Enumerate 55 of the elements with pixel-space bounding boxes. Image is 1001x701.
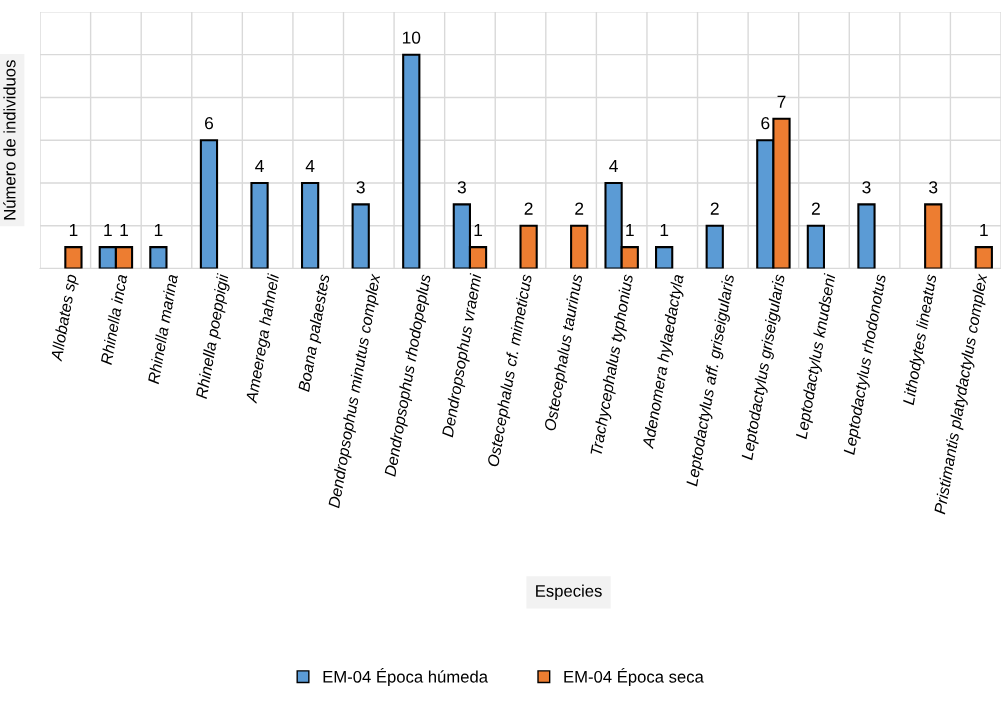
bar <box>924 203 943 269</box>
y-axis-title: Número de individuos <box>3 60 16 220</box>
x-tick-label: Leptodactylus rhodonotus <box>842 273 890 456</box>
data-label: 4 <box>305 159 315 172</box>
bar <box>300 181 320 269</box>
data-label: 2 <box>811 202 820 215</box>
x-tick-label: Ostecephalus taurinus <box>543 273 586 432</box>
data-label: 1 <box>474 224 483 237</box>
x-tick-label: Ostecephalus cf. mimeticus <box>486 273 536 468</box>
data-label: 1 <box>660 224 669 237</box>
data-label: 1 <box>120 224 128 237</box>
bar <box>857 203 876 269</box>
data-label: 1 <box>69 224 78 237</box>
bar <box>974 246 993 269</box>
data-label: 10 <box>402 31 421 44</box>
x-tick-label: Rhinella inca <box>100 273 128 365</box>
x-tick-label: Rhinella marina <box>147 273 178 385</box>
data-label: 2 <box>524 202 533 215</box>
data-label: 3 <box>457 181 466 194</box>
bar <box>519 224 538 269</box>
x-tick-label: Ameerega hahneli <box>244 272 283 405</box>
data-label: 6 <box>205 116 214 130</box>
x-tick-label: Lithodytes lineatus <box>902 273 940 406</box>
data-label: 7 <box>777 95 786 108</box>
data-label: 4 <box>609 159 618 172</box>
bar <box>570 224 589 269</box>
data-label: 1 <box>980 224 988 237</box>
data-label: 1 <box>626 224 634 237</box>
legend-label: EM-04 Época seca <box>564 668 704 686</box>
bar <box>655 246 674 269</box>
bar <box>250 181 269 269</box>
x-axis-title: Especies <box>536 584 602 601</box>
x-tick-label: Rhinella poeppigii <box>195 272 232 400</box>
data-label: 3 <box>862 181 871 194</box>
data-label: 2 <box>575 202 584 215</box>
bar <box>199 139 219 269</box>
bar <box>351 203 370 269</box>
data-label: 1 <box>154 224 163 237</box>
data-label: 1 <box>104 224 112 237</box>
data-label: 2 <box>710 202 719 215</box>
bar <box>402 53 421 269</box>
bar <box>705 224 724 269</box>
x-tick-label: Boana palaestes <box>297 273 333 393</box>
bar <box>149 246 168 269</box>
bar <box>806 224 826 269</box>
x-tick-label: Leptodactylus griseigularis <box>740 273 789 461</box>
data-label: 4 <box>255 159 264 172</box>
data-label: 6 <box>761 116 770 130</box>
bar <box>64 246 83 269</box>
data-label: 3 <box>356 181 365 194</box>
x-tick-label: Allobates sp <box>50 273 80 363</box>
x-tick-label: Leptodactylus knudseni <box>795 272 839 440</box>
x-tick-label: Adenomera hylaedactyla <box>641 273 687 450</box>
data-label: 3 <box>929 181 938 194</box>
legend-label: EM-04 Época húmeda <box>323 668 489 686</box>
